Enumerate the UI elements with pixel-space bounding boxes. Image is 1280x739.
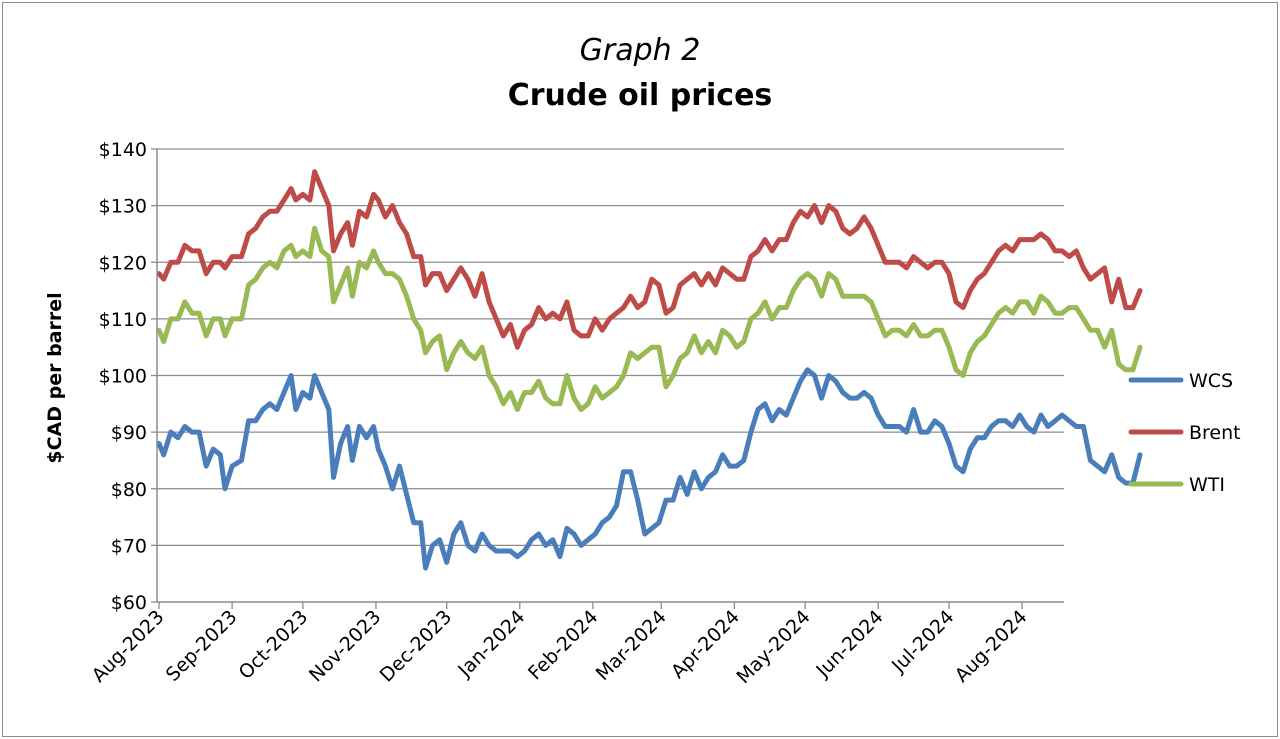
x-tick-label: Aug-2024 xyxy=(951,606,1032,687)
x-tick-label: Jun-2024 xyxy=(811,606,887,682)
y-tick-label: $60 xyxy=(111,592,147,614)
legend: WCS Brent WTI xyxy=(1128,370,1241,496)
chart-title-line2: Crude oil prices xyxy=(508,78,773,113)
y-axis-ticks: $60 $70 $80 $90 $100 $110 $120 $130 $140 xyxy=(99,139,157,614)
y-tick-label: $130 xyxy=(99,196,147,218)
series-lines xyxy=(156,169,1143,571)
x-tick-label: Feb-2024 xyxy=(524,606,602,684)
x-tick-label: Nov-2023 xyxy=(305,606,385,686)
x-tick-label: Sep-2023 xyxy=(162,606,242,686)
y-tick-label: $100 xyxy=(99,366,147,388)
x-tick-label: Jan-2024 xyxy=(453,606,529,682)
legend-label-brent: Brent xyxy=(1189,422,1241,444)
y-tick-label: $80 xyxy=(111,479,147,501)
y-tick-label: $110 xyxy=(99,309,147,331)
series-line-wti xyxy=(156,225,1143,412)
x-tick-label: Dec-2023 xyxy=(376,606,457,687)
y-axis-label: $CAD per barrel xyxy=(44,292,66,463)
y-tick-label: $140 xyxy=(99,139,147,161)
legend-label-wti: WTI xyxy=(1189,474,1225,496)
x-axis-ticks: Aug-2023Sep-2023Oct-2023Nov-2023Dec-2023… xyxy=(88,602,1032,688)
gridlines xyxy=(157,148,1064,547)
axes xyxy=(156,149,1064,603)
x-tick-label: Oct-2023 xyxy=(235,606,313,684)
y-tick-label: $90 xyxy=(111,422,147,444)
series-line-wcs xyxy=(156,367,1143,571)
series-line-brent xyxy=(156,169,1143,350)
y-tick-label: $120 xyxy=(99,252,147,274)
x-tick-label: Aug-2023 xyxy=(88,606,169,687)
legend-label-wcs: WCS xyxy=(1189,370,1233,392)
chart-title-line1: Graph 2 xyxy=(580,33,701,68)
line-chart: Graph 2 Crude oil prices $60 $70 $80 $90 $10… xyxy=(44,33,1241,688)
x-tick-label: May-2024 xyxy=(733,606,815,688)
y-tick-label: $70 xyxy=(111,535,147,557)
x-tick-label: Jul-2024 xyxy=(887,606,959,678)
x-tick-label: Mar-2024 xyxy=(592,606,671,685)
